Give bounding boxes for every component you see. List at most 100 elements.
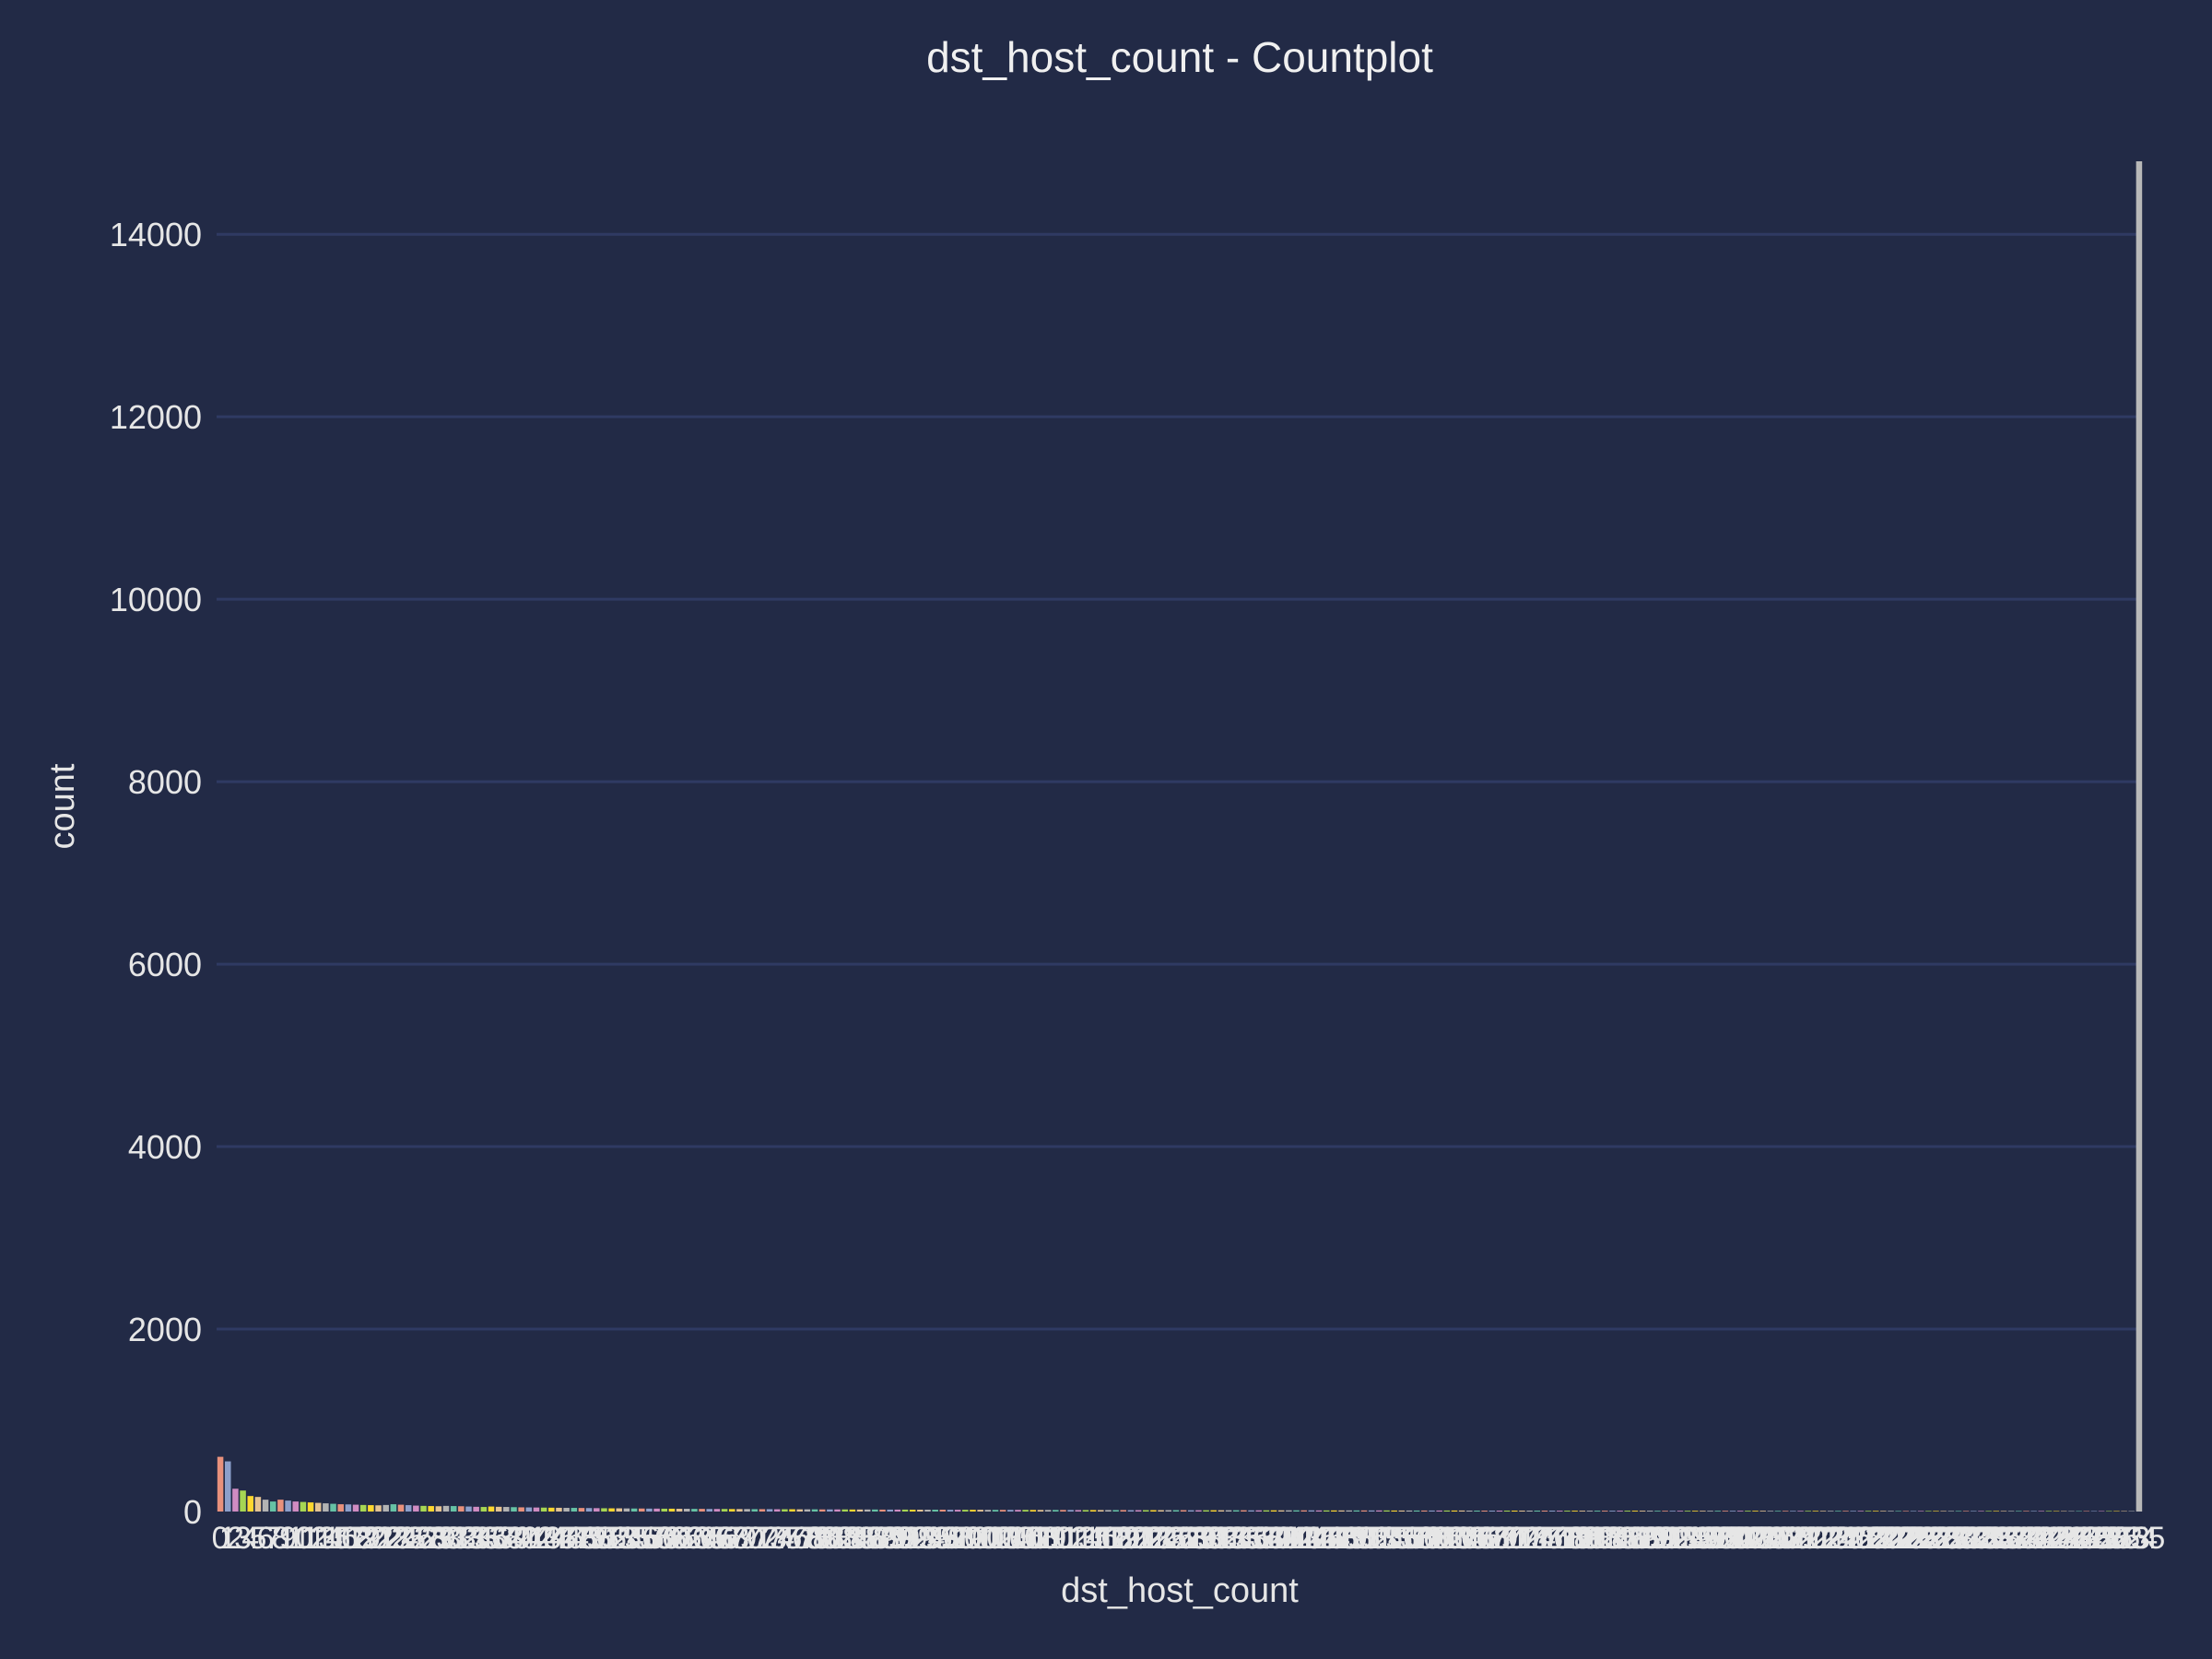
bar (668, 1508, 676, 1512)
x-tick-labels: 0123456789101112131415161718192021222324… (212, 1521, 2166, 1556)
x-tick-label: 42 (519, 1521, 554, 1556)
x-tick-label: 158 (1383, 1521, 1436, 1556)
x-tick-label: 34 (459, 1521, 494, 1556)
x-tick-label: 114 (1053, 1521, 1103, 1556)
bar (1180, 1510, 1187, 1512)
x-tick-label: 36 (474, 1521, 509, 1556)
x-tick-label: 7 (265, 1521, 282, 1556)
bar (525, 1507, 533, 1512)
x-tick-label: 181 (1556, 1521, 1608, 1556)
x-tick-label: 254 (2105, 1521, 2158, 1556)
bar (954, 1510, 961, 1512)
bar (984, 1510, 992, 1512)
x-tick-label: 88 (865, 1521, 900, 1556)
bar (796, 1509, 803, 1512)
x-tick-label: 108 (1006, 1521, 1059, 1556)
bar (917, 1510, 924, 1512)
bar (1602, 1511, 1608, 1512)
bar (1067, 1510, 1074, 1512)
bar (1654, 1511, 1661, 1512)
bar (1594, 1511, 1601, 1512)
bar (1700, 1511, 1706, 1512)
bar (300, 1501, 307, 1512)
bar (1481, 1511, 1488, 1512)
bar (939, 1510, 947, 1512)
bar (578, 1508, 585, 1512)
x-tick-label: 18 (338, 1521, 373, 1556)
bar (1443, 1510, 1451, 1512)
bar (1947, 1511, 1955, 1512)
bar (285, 1500, 291, 1512)
bar (962, 1510, 969, 1512)
bar (1089, 1510, 1097, 1512)
bar (2136, 161, 2143, 1512)
y-tick-label: 0 (183, 1493, 202, 1531)
x-tick-label: 214 (1805, 1521, 1857, 1556)
x-tick-label: 142 (1263, 1521, 1315, 1556)
x-tick-label: 169 (1465, 1521, 1518, 1556)
bar (217, 1456, 224, 1512)
x-tick-label: 159 (1391, 1521, 1443, 1556)
bar (1315, 1510, 1323, 1512)
bar (1503, 1511, 1511, 1512)
x-tick-label: 80 (805, 1521, 840, 1556)
bar (556, 1507, 562, 1512)
x-tick-label: 163 (1420, 1521, 1473, 1556)
bar (548, 1507, 555, 1512)
x-tick-label: 176 (1519, 1521, 1571, 1556)
bar (540, 1507, 547, 1512)
x-tick-label: 160 (1398, 1521, 1451, 1556)
bar (1255, 1510, 1262, 1512)
bar (240, 1490, 246, 1512)
x-tick-label: 73 (752, 1521, 787, 1556)
x-tick-label: 31 (436, 1521, 471, 1556)
bar (1971, 1511, 1977, 1512)
x-tick-label: 115 (1061, 1521, 1111, 1556)
bar (1812, 1511, 1819, 1512)
x-tick-label: 243 (2023, 1521, 2076, 1556)
bar (2045, 1511, 2053, 1512)
bar (1037, 1510, 1044, 1512)
bar (1933, 1511, 1939, 1512)
bar (1993, 1511, 2000, 1512)
bar (269, 1501, 276, 1512)
bar (1015, 1510, 1021, 1512)
bar (1564, 1511, 1571, 1512)
x-tick-label: 55 (617, 1521, 652, 1556)
x-tick-label: 245 (2038, 1521, 2090, 1556)
bar (1729, 1511, 1736, 1512)
x-tick-label: 123 (1120, 1521, 1172, 1556)
x-tick-label: 61 (662, 1521, 697, 1556)
x-tick-label: 208 (1759, 1521, 1812, 1556)
bar (1752, 1511, 1759, 1512)
x-tick-label: 95 (918, 1521, 953, 1556)
x-tick-label: 76 (775, 1521, 810, 1556)
x-tick-label: 212 (1789, 1521, 1841, 1556)
bar (661, 1508, 668, 1512)
bar (872, 1509, 878, 1512)
bar (1736, 1511, 1744, 1512)
bar (849, 1509, 856, 1512)
x-tick-label: 236 (1970, 1521, 2022, 1556)
x-tick-label: 250 (2076, 1521, 2128, 1556)
x-tick-label: 11 (287, 1521, 319, 1556)
x-tick-label: 151 (1330, 1521, 1382, 1556)
x-tick-label: 206 (1745, 1521, 1797, 1556)
y-tick-label: 12000 (110, 398, 202, 436)
x-tick-label: 173 (1496, 1521, 1548, 1556)
y-tick-label: 8000 (128, 763, 202, 801)
bar (1985, 1511, 1992, 1512)
x-tick-label: 184 (1579, 1521, 1631, 1556)
bar (533, 1507, 540, 1512)
x-tick-label: 246 (2045, 1521, 2098, 1556)
bar (683, 1509, 690, 1512)
x-tick-label: 204 (1729, 1521, 1782, 1556)
bar (924, 1510, 931, 1512)
x-tick-label: 59 (647, 1521, 682, 1556)
bar (1308, 1510, 1315, 1512)
bar (1609, 1511, 1616, 1512)
x-tick-label: 134 (1203, 1521, 1255, 1556)
bar (368, 1505, 374, 1512)
bar (856, 1509, 864, 1512)
x-tick-label: 193 (1646, 1521, 1699, 1556)
